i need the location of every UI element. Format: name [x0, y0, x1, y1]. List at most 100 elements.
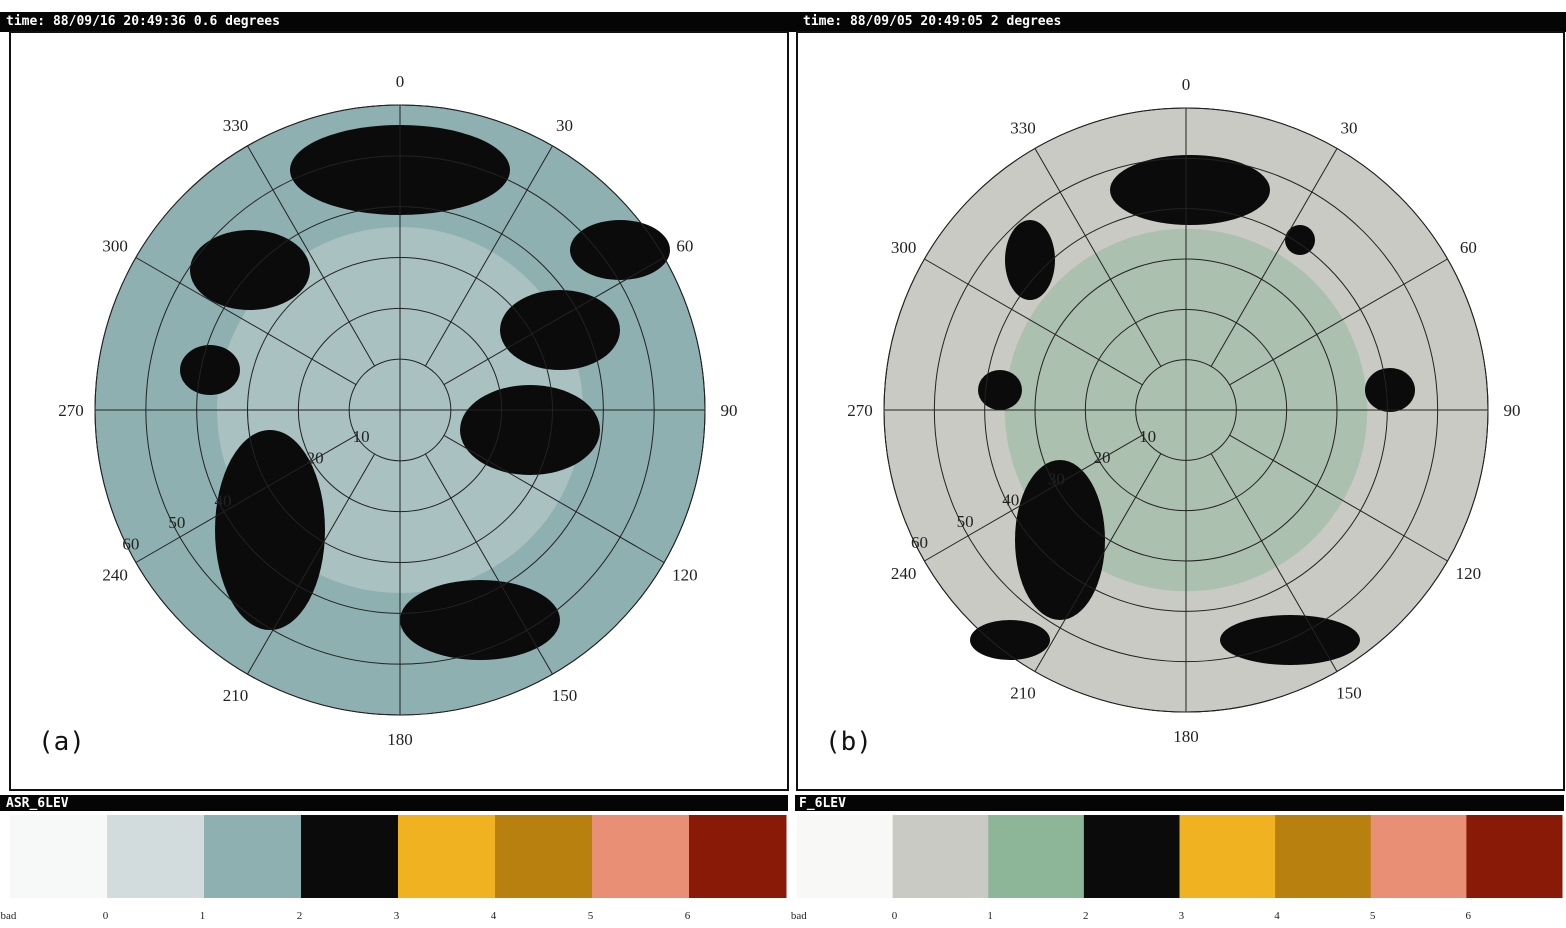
echo-region	[1365, 368, 1415, 412]
colorbar-label: 6	[1465, 910, 1471, 922]
azimuth-label: 270	[58, 401, 84, 420]
azimuth-label: 150	[1336, 683, 1362, 702]
azimuth-spoke	[443, 257, 665, 386]
echo-region	[1110, 155, 1270, 225]
colorbar-label: 2	[297, 910, 303, 922]
echo-region	[1285, 225, 1315, 255]
range-label: 50	[168, 513, 185, 532]
colorbar-label: 3	[1179, 910, 1185, 922]
azimuth-label: 30	[1341, 119, 1358, 138]
colorbar-title: F_6LEV	[799, 796, 846, 811]
echo-region	[1005, 220, 1055, 300]
echo-region	[500, 290, 620, 370]
colorbar-label: 4	[491, 910, 497, 922]
panel-label: (a)	[38, 727, 85, 757]
azimuth-spoke	[1210, 148, 1338, 367]
azimuth-spoke	[135, 434, 357, 563]
azimuth-spoke	[247, 453, 376, 675]
colorbar-label: 3	[394, 910, 400, 922]
azimuth-label: 90	[721, 401, 738, 420]
azimuth-spoke	[924, 434, 1143, 562]
azimuth-label: 210	[1010, 683, 1036, 702]
colorbar-title: ASR_6LEV	[6, 796, 69, 811]
colorbar-swatch	[1179, 815, 1276, 898]
echo-region	[570, 220, 670, 280]
colorbar-label: 4	[1274, 910, 1280, 922]
range-label: 20	[1094, 448, 1111, 467]
echo-region	[215, 430, 325, 630]
azimuth-label: 120	[1456, 564, 1482, 583]
azimuth-label: 300	[891, 238, 917, 257]
colorbar-label: 1	[987, 910, 993, 922]
range-label: 60	[122, 535, 139, 554]
azimuth-spoke	[443, 434, 665, 563]
colorbar-swatch	[301, 815, 399, 898]
colorbar-swatch	[689, 815, 787, 898]
range-label: 10	[1139, 427, 1156, 446]
echo-region	[400, 580, 560, 660]
azimuth-label: 150	[552, 686, 578, 705]
azimuth-label: 210	[223, 686, 249, 705]
panel-label: (b)	[825, 727, 872, 757]
azimuth-label: 0	[1182, 75, 1191, 94]
colorbar-swatch	[1466, 815, 1563, 898]
echo-region	[1015, 460, 1105, 620]
colorbar-swatch	[1083, 815, 1180, 898]
colorbar-label: 5	[1370, 910, 1376, 922]
azimuth-spoke	[1229, 434, 1448, 562]
azimuth-spoke	[135, 257, 357, 386]
range-label: 40	[214, 492, 231, 511]
colorbar-swatch	[107, 815, 205, 898]
azimuth-label: 300	[102, 237, 128, 256]
echo-region	[970, 620, 1050, 660]
colorbar-label: 0	[892, 910, 898, 922]
range-label: 20	[307, 449, 324, 468]
colorbar-label: 6	[685, 910, 691, 922]
azimuth-label: 90	[1504, 401, 1521, 420]
colorbar-swatch	[495, 815, 593, 898]
azimuth-label: 120	[672, 566, 698, 585]
range-label: 60	[911, 533, 928, 552]
azimuth-label: 30	[556, 116, 573, 135]
colorbar-label: 2	[1083, 910, 1089, 922]
colorbar-label: 1	[200, 910, 206, 922]
azimuth-spoke	[247, 145, 376, 367]
echo-region	[180, 345, 240, 395]
range-label: 10	[353, 427, 370, 446]
colorbar-swatch	[988, 815, 1085, 898]
header-bar	[0, 12, 1566, 32]
azimuth-spoke	[1034, 453, 1162, 672]
azimuth-label: 240	[891, 564, 917, 583]
azimuth-spoke	[924, 258, 1143, 386]
azimuth-label: 270	[847, 401, 873, 420]
panel-header: time: 88/09/05 20:49:05 2 degrees	[803, 14, 1061, 29]
echo-region	[190, 230, 310, 310]
colorbar-swatch	[592, 815, 690, 898]
azimuth-spoke	[1229, 258, 1448, 386]
azimuth-label: 180	[387, 730, 413, 749]
colorbar-title-bar	[795, 795, 1564, 811]
colorbar-label: 5	[588, 910, 594, 922]
colorbar-swatch	[797, 815, 894, 898]
azimuth-label: 0	[396, 72, 405, 91]
azimuth-label: 330	[1010, 119, 1036, 138]
azimuth-label: 330	[223, 116, 249, 135]
colorbar-swatch	[10, 815, 108, 898]
colorbar-title-bar	[0, 795, 788, 811]
colorbar-swatch	[398, 815, 496, 898]
colorbar-label: bad	[791, 910, 807, 922]
azimuth-label: 60	[1460, 238, 1477, 257]
colorbar-label: 0	[103, 910, 109, 922]
echo-region	[460, 385, 600, 475]
azimuth-spoke	[1210, 453, 1338, 672]
azimuth-spoke	[1034, 148, 1162, 367]
azimuth-spoke	[424, 145, 553, 367]
colorbar-swatch	[892, 815, 989, 898]
range-label: 30	[1048, 469, 1065, 488]
azimuth-spoke	[424, 453, 553, 675]
range-label: 40	[1002, 491, 1019, 510]
colorbar-swatch	[1275, 815, 1372, 898]
echo-region	[1220, 615, 1360, 665]
